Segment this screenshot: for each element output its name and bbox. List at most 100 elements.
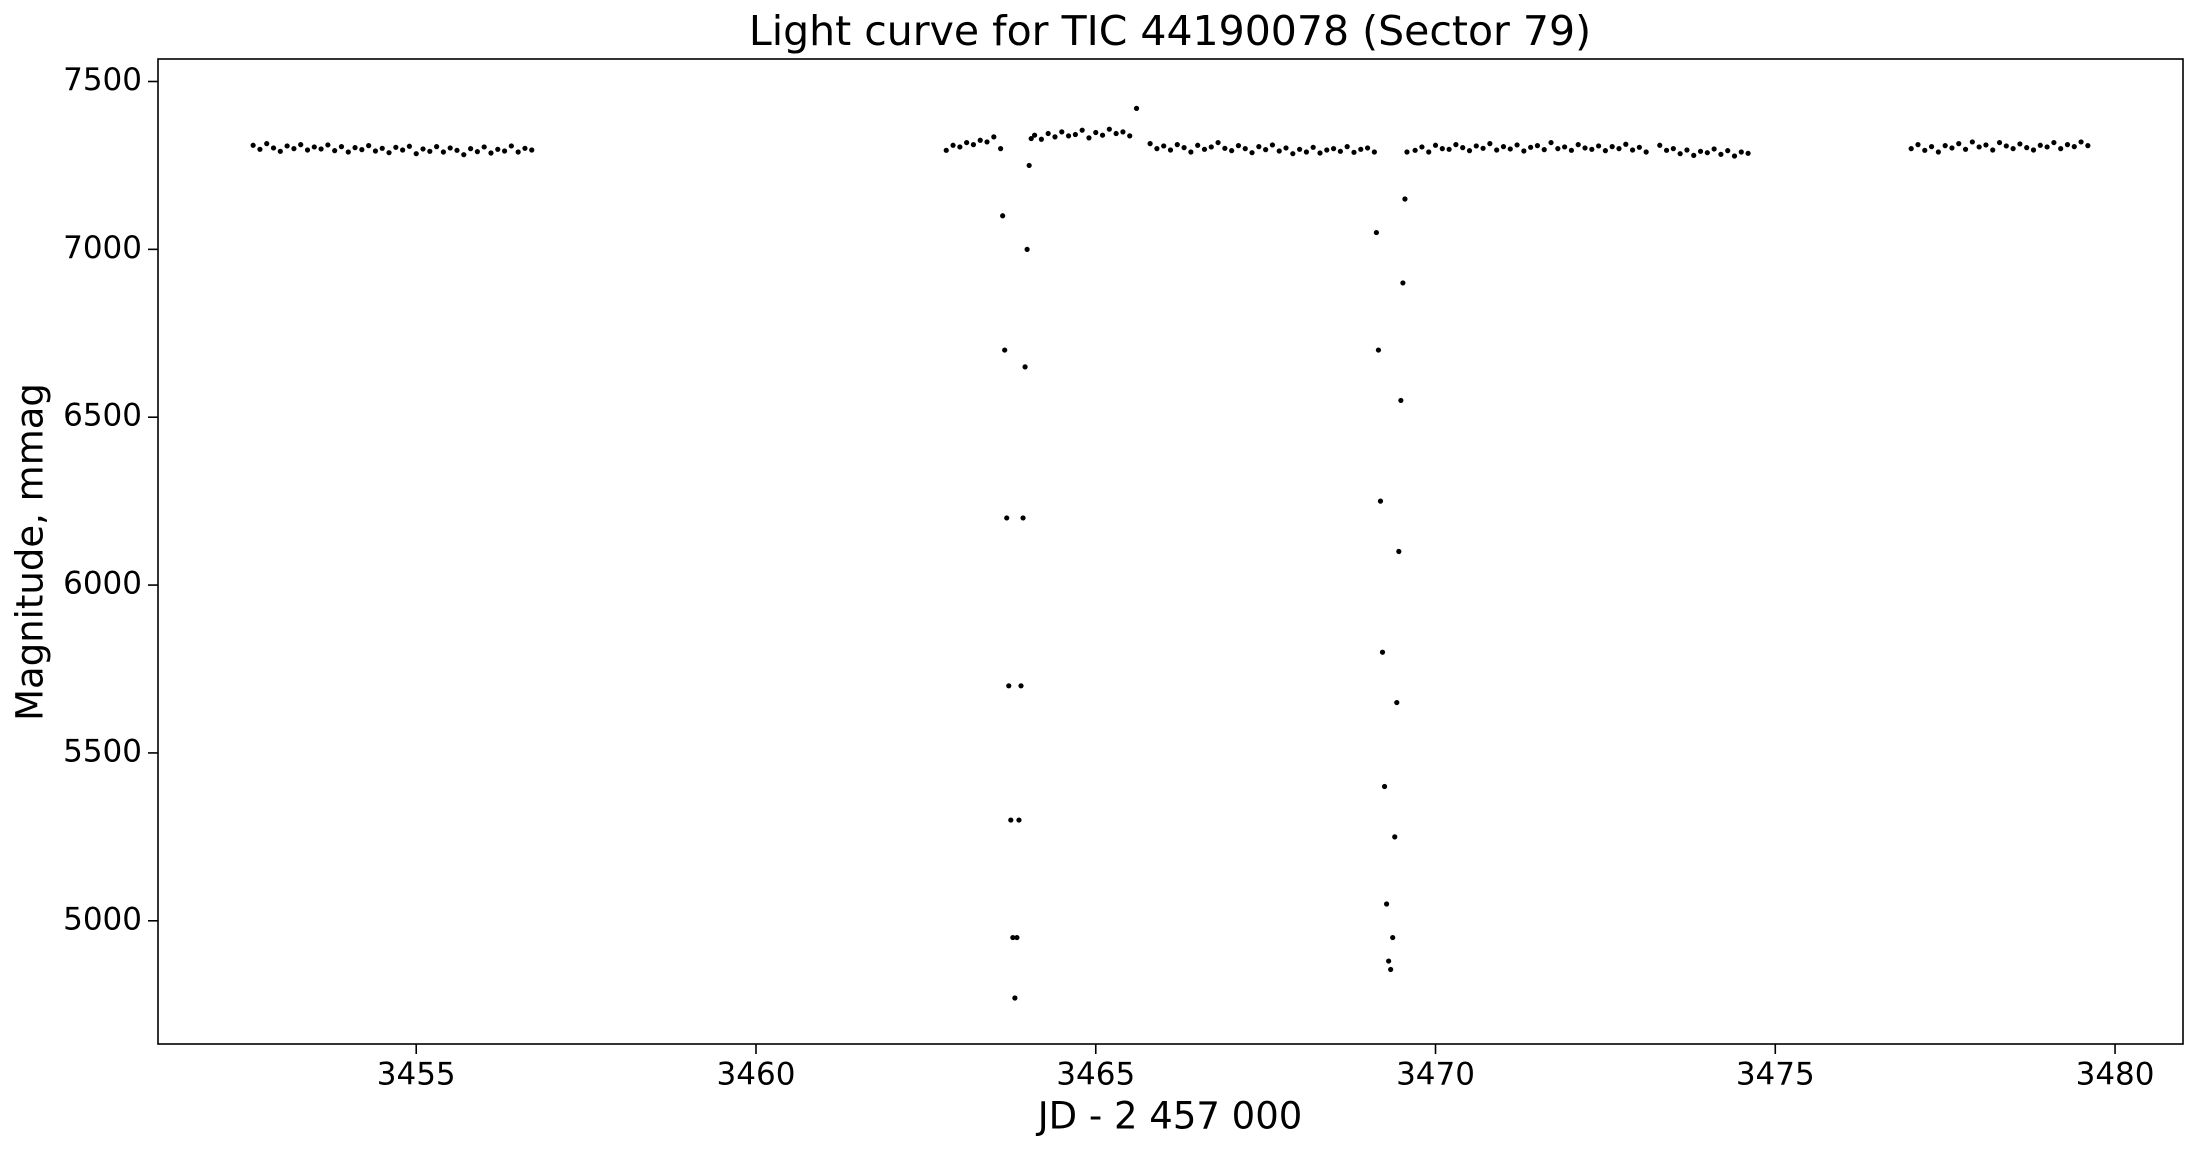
data-point bbox=[1400, 280, 1406, 286]
y-tick-label: 6500 bbox=[63, 398, 142, 434]
data-point bbox=[943, 147, 949, 153]
x-axis-label: JD - 2 457 000 bbox=[1036, 1095, 1303, 1138]
data-point bbox=[1373, 229, 1379, 236]
data-point bbox=[977, 137, 983, 143]
data-point bbox=[1161, 143, 1167, 149]
x-tick-label: 3475 bbox=[1736, 1057, 1815, 1093]
data-point bbox=[1548, 139, 1554, 146]
data-point bbox=[2078, 139, 2084, 145]
data-point bbox=[1396, 548, 1402, 555]
data-point bbox=[1010, 934, 1016, 941]
data-point bbox=[400, 147, 406, 153]
data-point bbox=[1404, 149, 1410, 155]
data-point bbox=[1500, 144, 1507, 150]
data-point bbox=[1432, 142, 1439, 148]
data-point bbox=[1392, 834, 1398, 840]
data-point bbox=[1330, 146, 1337, 152]
y-tick-label: 5500 bbox=[63, 733, 142, 769]
data-point bbox=[1038, 136, 1044, 142]
data-point bbox=[1006, 683, 1012, 689]
data-point bbox=[529, 147, 535, 153]
data-point bbox=[1276, 148, 1282, 154]
data-point bbox=[950, 142, 956, 148]
data-point bbox=[427, 148, 433, 154]
data-point bbox=[1928, 144, 1935, 150]
data-point bbox=[304, 147, 311, 153]
data-point bbox=[1942, 143, 1948, 149]
data-point bbox=[264, 141, 270, 147]
data-point bbox=[1201, 146, 1208, 152]
data-point bbox=[1657, 142, 1663, 148]
data-point bbox=[2010, 146, 2016, 152]
data-point bbox=[1026, 162, 1032, 169]
data-point bbox=[1691, 152, 1697, 158]
data-point bbox=[1582, 145, 1588, 151]
data-point bbox=[1677, 151, 1683, 157]
data-point bbox=[1297, 146, 1303, 152]
data-point bbox=[1419, 144, 1425, 150]
x-tick-label: 3465 bbox=[1056, 1057, 1135, 1093]
data-point bbox=[467, 146, 474, 152]
data-point bbox=[984, 139, 990, 145]
data-point bbox=[1024, 246, 1030, 252]
data-point bbox=[461, 152, 467, 158]
data-point bbox=[1616, 146, 1622, 152]
data-point bbox=[1310, 144, 1316, 150]
data-point bbox=[1725, 148, 1731, 154]
data-point bbox=[1358, 146, 1364, 152]
data-point bbox=[1052, 134, 1058, 140]
data-point bbox=[1541, 147, 1547, 153]
data-point bbox=[1364, 145, 1371, 151]
data-point bbox=[277, 148, 283, 154]
data-point bbox=[1028, 135, 1034, 142]
data-point bbox=[1711, 146, 1717, 152]
data-point bbox=[1402, 196, 1408, 202]
data-point bbox=[1351, 149, 1357, 155]
data-point bbox=[1324, 147, 1330, 153]
x-tick-label: 3455 bbox=[377, 1057, 456, 1093]
data-point bbox=[1045, 130, 1051, 137]
data-point bbox=[440, 149, 447, 155]
data-point bbox=[1908, 146, 1914, 152]
data-point bbox=[1575, 142, 1581, 148]
x-tick-label: 3470 bbox=[1396, 1057, 1475, 1093]
data-point bbox=[1242, 146, 1248, 152]
data-point bbox=[495, 146, 501, 152]
data-point bbox=[1375, 347, 1382, 353]
data-point bbox=[2058, 146, 2064, 152]
data-point bbox=[454, 147, 460, 153]
data-point bbox=[998, 146, 1004, 152]
data-point bbox=[1386, 958, 1392, 964]
data-point bbox=[1059, 129, 1065, 135]
data-point bbox=[508, 143, 514, 149]
data-point bbox=[1133, 105, 1140, 111]
data-point bbox=[1174, 142, 1180, 148]
data-point bbox=[1983, 142, 1989, 148]
data-point bbox=[1229, 148, 1235, 154]
data-point bbox=[1663, 147, 1670, 153]
data-point bbox=[325, 142, 331, 148]
data-point bbox=[406, 143, 413, 149]
data-point bbox=[1263, 147, 1269, 153]
data-point bbox=[1962, 146, 1969, 152]
data-point bbox=[1344, 144, 1350, 150]
data-point bbox=[1670, 146, 1676, 152]
data-point bbox=[1643, 149, 1649, 155]
data-point bbox=[1099, 132, 1106, 138]
data-point bbox=[1990, 147, 1996, 153]
data-point bbox=[1562, 144, 1568, 150]
data-point bbox=[1381, 783, 1388, 790]
data-point bbox=[318, 146, 324, 152]
y-tick-label: 7500 bbox=[63, 62, 142, 98]
data-point bbox=[1290, 151, 1296, 157]
data-point bbox=[1636, 144, 1642, 150]
data-point bbox=[1494, 147, 1500, 153]
data-point bbox=[2064, 142, 2071, 148]
data-point bbox=[1629, 147, 1636, 153]
data-point bbox=[957, 144, 963, 150]
data-point bbox=[1480, 145, 1486, 151]
data-point bbox=[1738, 149, 1744, 155]
data-point bbox=[1086, 135, 1092, 141]
data-point bbox=[311, 144, 317, 150]
